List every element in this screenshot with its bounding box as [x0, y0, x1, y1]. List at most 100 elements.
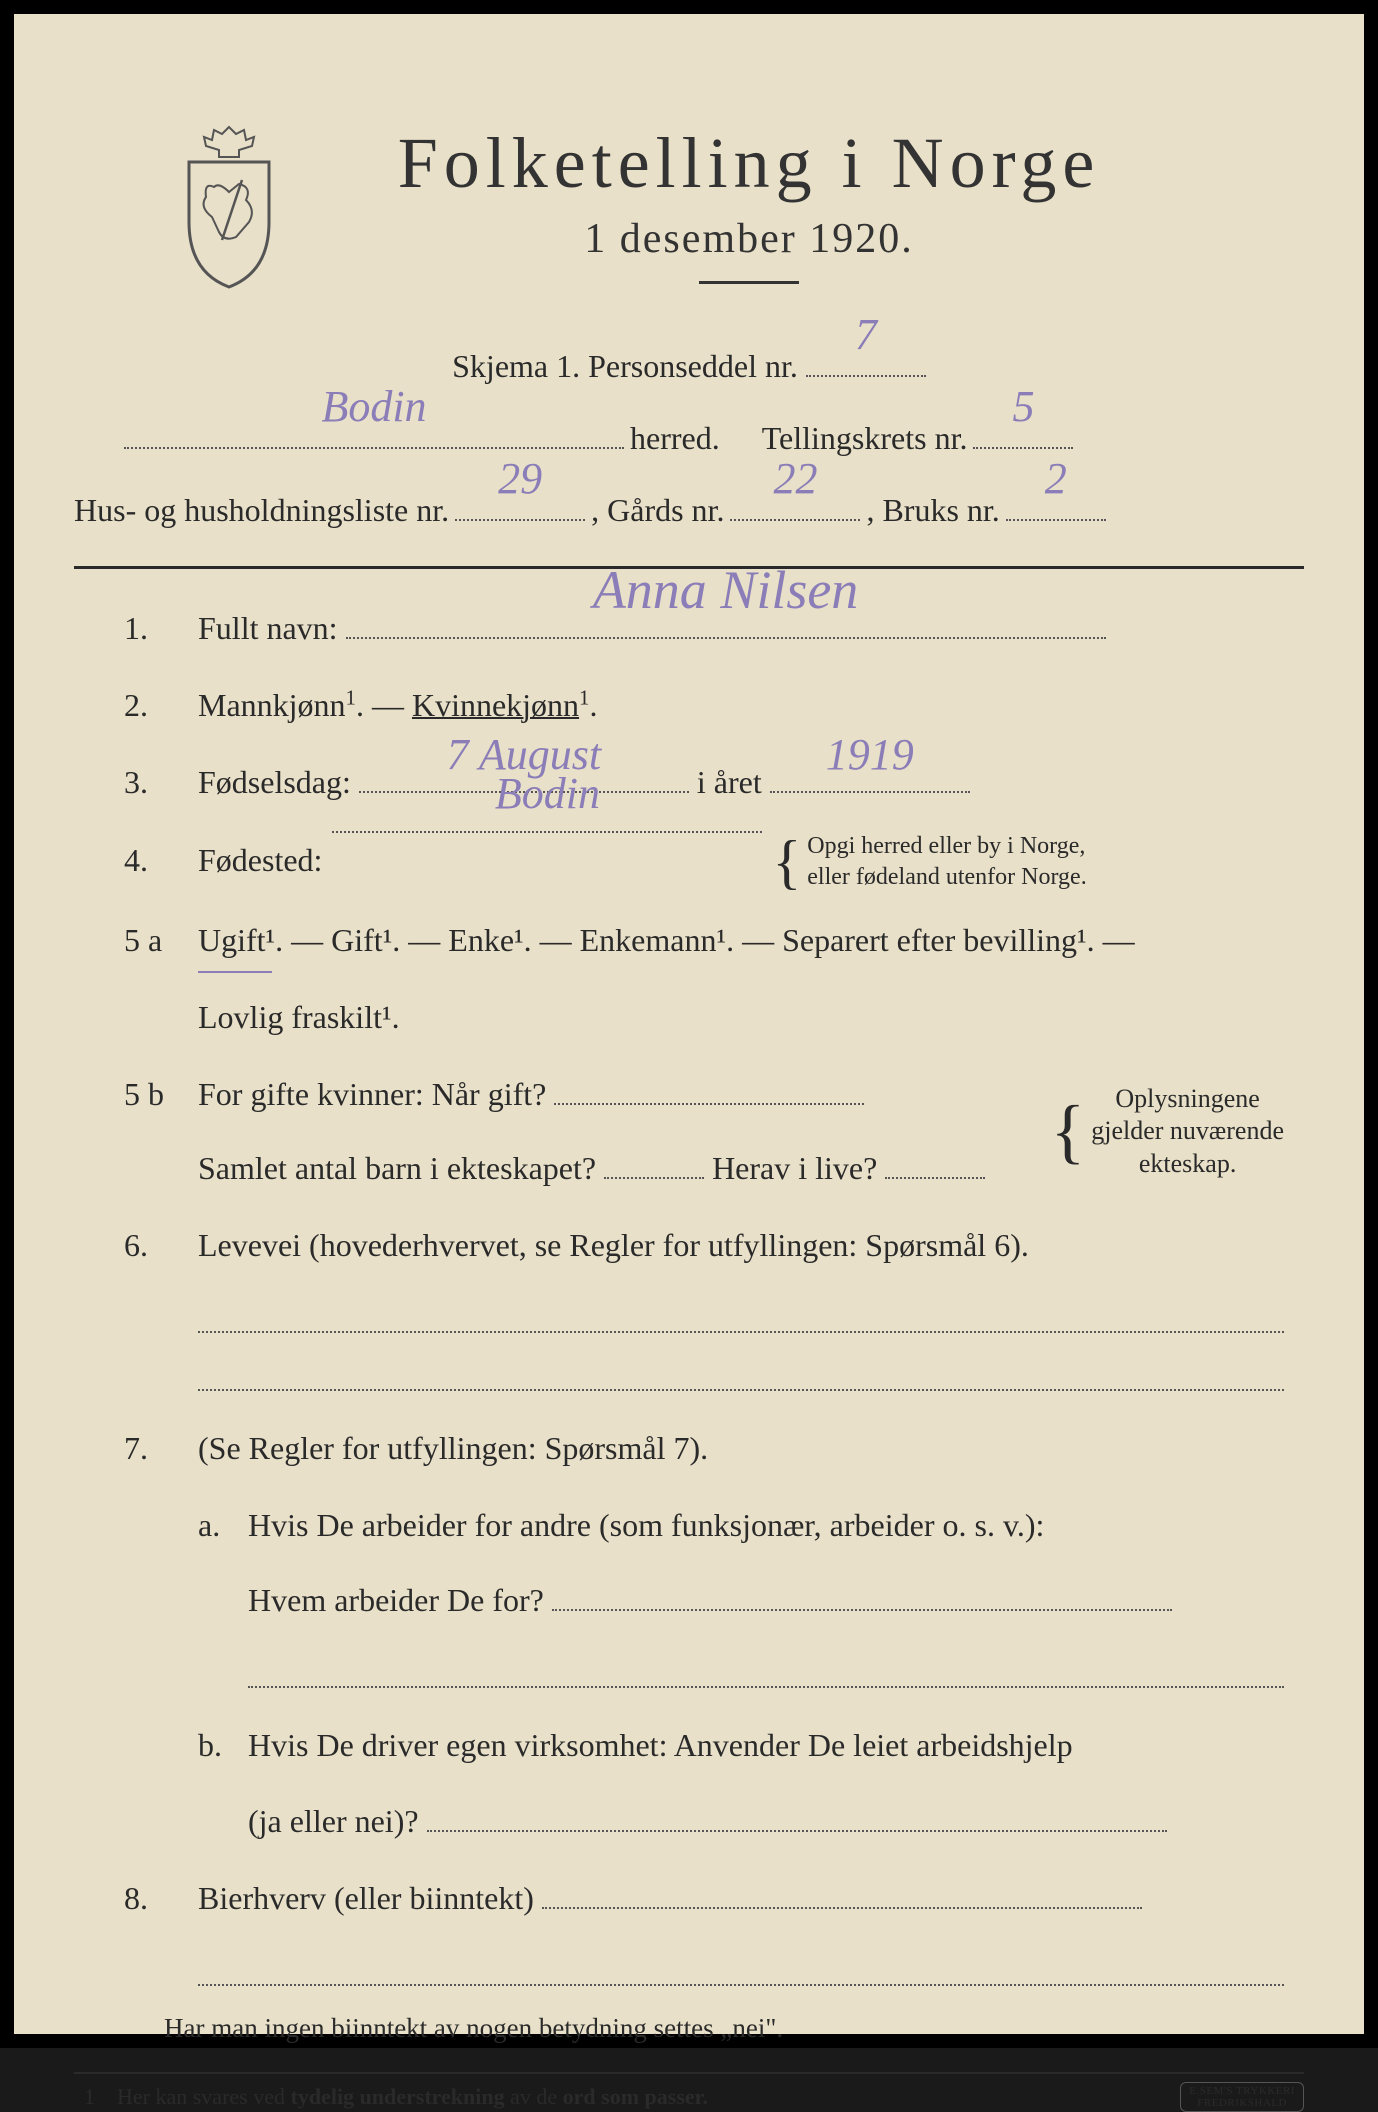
q4-num: 4. [124, 831, 180, 890]
meta-line-hus: Hus- og husholdningsliste nr. 29 , Gårds… [74, 478, 1304, 542]
questions-section: 1. Fullt navn: Anna Nilsen 2. Mannkjønn1… [74, 599, 1304, 2054]
title-rule [699, 281, 799, 284]
q5b-l2a: Samlet antal barn i ekteskapet? [198, 1150, 596, 1186]
q4-note1: Opgi herred eller by i Norge, [807, 831, 1086, 862]
tellingskrets-value: 5 [1012, 363, 1034, 451]
q3-year-value: 1919 [826, 714, 914, 795]
q5b-note1: Oplysningene [1091, 1083, 1284, 1116]
question-4: 4. Fødested: Bodin { Opgi herred eller b… [124, 831, 1284, 893]
footnote-rule [74, 2072, 1304, 2074]
question-7b: b. Hvis De driver egen virksomhet: Anven… [198, 1716, 1284, 1850]
q6-text: Levevei (hovederhvervet, se Regler for u… [198, 1216, 1284, 1275]
gards-value: 22 [773, 435, 817, 523]
subtitle: 1 desember 1920. [324, 215, 1174, 263]
gards-label: , Gårds nr. [591, 478, 724, 542]
question-5b: 5 b For gifte kvinner: Når gift? Samlet … [124, 1065, 1284, 1197]
q5b-l1a: For gifte kvinner: Når gift? [198, 1076, 546, 1112]
q5a-num: 5 a [124, 911, 180, 970]
q5b-note: { Oplysningene gjelder nuværende ekteska… [1051, 1083, 1284, 1181]
title-block: Folketelling i Norge 1 desember 1920. [324, 122, 1304, 324]
meta-section: Skjema 1. Personseddel nr. 7 Bodin herre… [74, 334, 1304, 542]
q2-dash: — [372, 687, 412, 723]
header: Folketelling i Norge 1 desember 1920. [164, 122, 1304, 324]
q7-intro: (Se Regler for utfyllingen: Spørsmål 7). [198, 1419, 1284, 1478]
q1-num: 1. [124, 599, 180, 658]
footnote-text: Her kan svares ved tydelig understreknin… [117, 2084, 708, 2109]
main-title: Folketelling i Norge [324, 122, 1174, 205]
herred-label: herred. [630, 406, 720, 470]
brace-icon: { [1051, 1103, 1086, 1161]
q1-field: Anna Nilsen [346, 637, 1106, 639]
skjema-label: Skjema 1. Personseddel nr. [452, 348, 798, 384]
footnote-marker: 1 [84, 2084, 95, 2109]
question-3: 3. Fødselsdag: 7 August i året 1919 [124, 753, 1284, 812]
q7a-line2 [248, 1648, 1284, 1688]
q5b-barn-field [604, 1147, 704, 1179]
q8-text: Bierhverv (eller biinntekt) [198, 1880, 534, 1916]
q7a-text2: Hvem arbeider De for? [248, 1582, 544, 1618]
q8-field [542, 1877, 1142, 1909]
q7b-text1: Hvis De driver egen virksomhet: Anvender… [248, 1716, 1284, 1775]
q5b-num: 5 b [124, 1065, 180, 1124]
hus-label: Hus- og husholdningsliste nr. [74, 478, 449, 542]
q2-num: 2. [124, 676, 180, 735]
q7a-letter: a. [198, 1496, 230, 1555]
question-7a: a. Hvis De arbeider for andre (som funks… [198, 1496, 1284, 1630]
q6-num: 6. [124, 1216, 180, 1275]
q4-field: Bodin [332, 831, 762, 833]
q5b-live-field [885, 1147, 985, 1179]
question-2: 2. Mannkjønn1. — Kvinnekjønn1. [124, 676, 1284, 735]
q8-line2 [198, 1946, 1284, 1986]
q4-note: { Opgi herred eller by i Norge, eller fø… [772, 831, 1086, 893]
coat-of-arms-icon [164, 122, 294, 297]
question-8: 8. Bierhverv (eller biinntekt) [124, 1869, 1284, 1928]
personseddel-field: 7 [806, 375, 926, 377]
q3-year-field: 1919 [770, 791, 970, 793]
q1-label: Fullt navn: [198, 610, 338, 646]
q2-mann: Mannkjønn [198, 687, 346, 723]
q5b-note2: gjelder nuværende [1091, 1115, 1284, 1148]
q7a-field [552, 1579, 1172, 1611]
q2-sup1: 1 [346, 687, 356, 710]
q3-num: 3. [124, 753, 180, 812]
q4-value: Bodin [495, 753, 600, 834]
q6-line1 [198, 1293, 1284, 1333]
q5a-text2: Lovlig fraskilt¹. [198, 988, 1284, 1047]
q4-label: Fødested: [198, 831, 322, 890]
q8-num: 8. [124, 1869, 180, 1928]
printer-mark: E.SEM'S TRYKKERIFREDRIKSHALD [1180, 2082, 1304, 2112]
q2-sup2: 1 [579, 687, 589, 710]
herred-field: Bodin [124, 447, 624, 449]
q2-period1: . [356, 687, 364, 723]
closing-note: Har man ingen biinntekt av nogen betydni… [164, 2004, 1284, 2054]
question-6: 6. Levevei (hovederhvervet, se Regler fo… [124, 1216, 1284, 1275]
q7b-letter: b. [198, 1716, 230, 1775]
q4-note2: eller fødeland utenfor Norge. [807, 862, 1086, 893]
q7a-text1: Hvis De arbeider for andre (som funksjon… [248, 1496, 1284, 1555]
question-1: 1. Fullt navn: Anna Nilsen [124, 599, 1284, 658]
q7b-field [427, 1800, 1167, 1832]
hus-field: 29 [455, 519, 585, 521]
q5b-gift-field [554, 1073, 864, 1105]
brace-icon: { [772, 847, 801, 877]
question-5a: 5 a Ugift¹. — Gift¹. — Enke¹. — Enkemann… [124, 911, 1284, 1047]
bruks-field: 2 [1006, 519, 1106, 521]
q5b-l2b: Herav i live? [712, 1150, 877, 1186]
census-form-page: Folketelling i Norge 1 desember 1920. Sk… [0, 0, 1378, 2048]
q5b-note3: ekteskap. [1091, 1148, 1284, 1181]
q5a-text: Ugift¹. — Gift¹. — Enke¹. — Enkemann¹. —… [198, 922, 1135, 958]
meta-line-herred: Bodin herred. Tellingskrets nr. 5 [74, 406, 1304, 470]
q7b-text2: (ja eller nei)? [248, 1803, 419, 1839]
footnote-row: 1 Her kan svares ved tydelig understrekn… [74, 2082, 1304, 2112]
q3-mid: i året [697, 764, 770, 800]
q1-value: Anna Nilsen [593, 541, 859, 641]
gards-field: 22 [730, 519, 860, 521]
herred-value: Bodin [321, 363, 426, 451]
personseddel-value: 7 [855, 291, 877, 379]
bruks-value: 2 [1045, 435, 1067, 523]
q6-line2 [198, 1351, 1284, 1391]
hus-value: 29 [498, 435, 542, 523]
bruks-label: , Bruks nr. [866, 478, 999, 542]
question-7: 7. (Se Regler for utfyllingen: Spørsmål … [124, 1419, 1284, 1478]
meta-line-skjema: Skjema 1. Personseddel nr. 7 [74, 334, 1304, 398]
